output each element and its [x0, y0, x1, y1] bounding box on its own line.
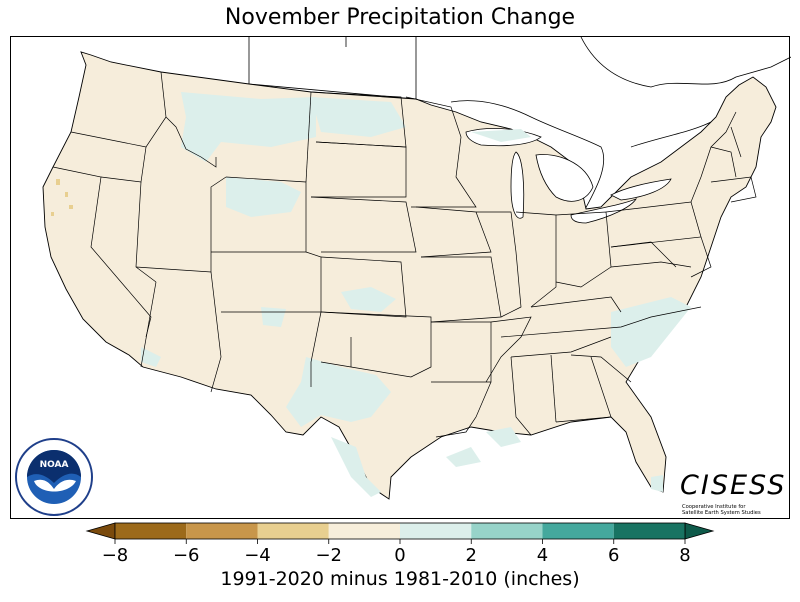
noaa-text: NOAA — [40, 460, 69, 470]
cisess-line1: Cooperative Institute for — [682, 504, 746, 510]
colorbar-tick-label: 8 — [679, 545, 690, 566]
cisess-line2: Satellite Earth System Studies — [682, 510, 761, 516]
colorbar-bin-6 — [542, 523, 614, 539]
colorbar-bin-5 — [471, 523, 543, 539]
colorbar: −8 −6 −4 −2 0 2 4 6 8 — [0, 520, 800, 602]
colorbar-svg: −8 −6 −4 −2 0 2 4 6 8 — [85, 522, 715, 566]
colorbar-label: 1991-2020 minus 1981-2010 (inches) — [220, 568, 580, 590]
map-frame — [10, 36, 791, 519]
map-title: November Precipitation Change — [224, 5, 576, 30]
colorbar-under-arrow — [85, 522, 116, 540]
colorbar-bin-1 — [186, 523, 258, 539]
colorbar-bin-2 — [257, 523, 329, 539]
colorbar-tick-label: −2 — [315, 545, 342, 566]
colorbar-bin-0 — [115, 523, 187, 539]
drier-spots — [51, 179, 73, 216]
colorbar-tick-label: −4 — [244, 545, 271, 566]
cisess-word: CISESS — [680, 470, 787, 501]
us-map — [42, 37, 791, 500]
colorbar-tick-label: −8 — [102, 545, 129, 566]
cisess-logo: CISESS Cooperative Institute for Satelli… — [680, 470, 784, 520]
colorbar-bin-7 — [613, 523, 685, 539]
colorbar-tick-label: 2 — [466, 545, 477, 566]
colorbar-tick-label: 0 — [394, 545, 405, 566]
colorbar-bin-4 — [400, 523, 472, 539]
colorbar-bin-3 — [328, 523, 400, 539]
cisess-subtitle: Cooperative Institute for Satellite Eart… — [682, 504, 780, 516]
colorbar-over-arrow — [684, 522, 715, 540]
state-borders — [52, 71, 757, 438]
us-land — [42, 51, 777, 500]
colorbar-tick-label: −6 — [173, 545, 200, 566]
colorbar-tick-label: 6 — [608, 545, 619, 566]
wetter-patches — [141, 92, 691, 497]
colorbar-tick-label: 4 — [537, 545, 548, 566]
noaa-logo: NOAA — [14, 437, 94, 517]
